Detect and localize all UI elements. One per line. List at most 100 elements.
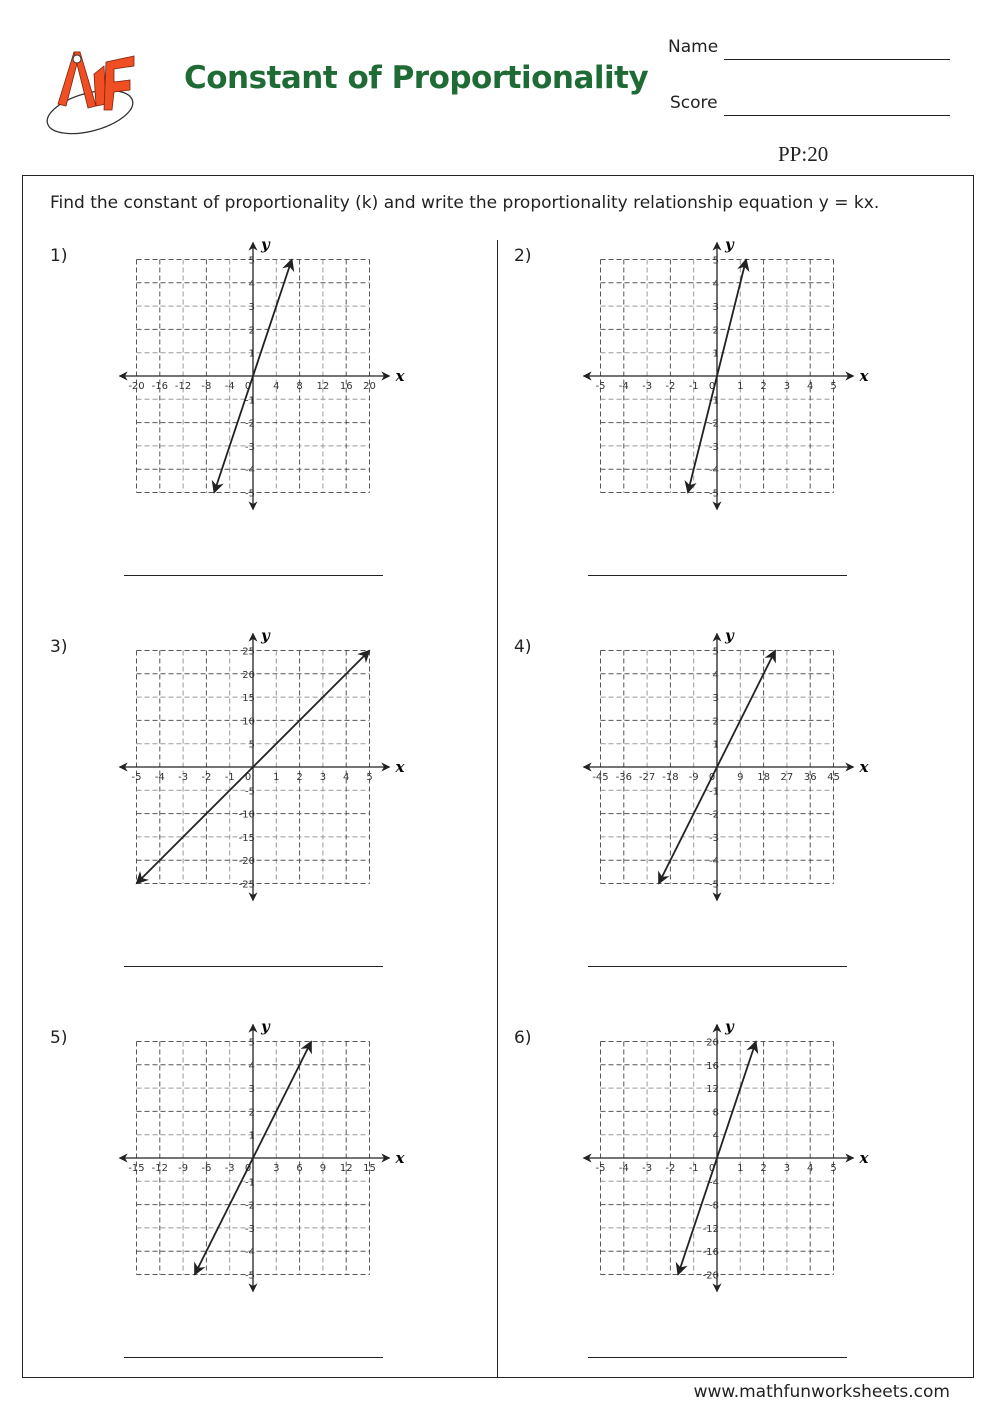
x-tick-label: -2 <box>665 381 675 392</box>
column-divider <box>497 240 498 1377</box>
y-tick-label: 12 <box>706 1084 719 1095</box>
x-tick-label: -16 <box>152 381 168 392</box>
x-tick-label: -27 <box>639 772 655 783</box>
x-tick-label: 1 <box>737 381 743 392</box>
x-tick-label: -1 <box>225 772 235 783</box>
problem-number: 4) <box>514 637 532 657</box>
y-tick-label: 5 <box>713 647 719 658</box>
x-tick-label: 2 <box>296 772 302 783</box>
x-tick-label: -12 <box>175 381 191 392</box>
y-axis-label: y <box>724 627 735 645</box>
y-tick-label: -5 <box>245 489 255 500</box>
y-tick-label: 20 <box>242 670 255 681</box>
x-tick-label: -15 <box>128 1163 144 1174</box>
y-tick-label: -3 <box>245 442 255 453</box>
y-tick-label: -3 <box>709 833 719 844</box>
x-axis-label: x <box>395 367 406 385</box>
proportional-line <box>193 1040 313 1276</box>
y-tick-label: -3 <box>245 1224 255 1235</box>
y-tick-label: 4 <box>713 279 719 290</box>
x-tick-label: -4 <box>619 1163 629 1174</box>
x-tick-label: -9 <box>178 1163 188 1174</box>
x-tick-label: -5 <box>596 381 606 392</box>
x-axis-label: x <box>859 367 870 385</box>
x-tick-label: 20 <box>363 381 376 392</box>
name-field[interactable] <box>724 59 950 60</box>
y-tick-label: 1 <box>249 349 255 360</box>
coordinate-graph: xy-5 -4 -3 -2 -1 0 1 2 3 4 5-25-20-15-10-551015202… <box>118 627 406 902</box>
x-tick-label: 2 <box>760 381 766 392</box>
answer-line[interactable] <box>588 1357 847 1358</box>
y-tick-label: -2 <box>709 810 719 821</box>
x-tick-label: -1 <box>689 381 699 392</box>
y-tick-label: -16 <box>703 1247 719 1258</box>
answer-line[interactable] <box>588 966 847 967</box>
x-tick-label: -4 <box>225 381 235 392</box>
y-tick-label: -8 <box>709 1201 719 1212</box>
y-tick-label: 15 <box>242 693 255 704</box>
x-axis-label: x <box>395 1149 406 1167</box>
proportional-line <box>684 258 750 494</box>
y-tick-label: -3 <box>709 442 719 453</box>
problem-number: 1) <box>50 246 68 266</box>
x-tick-label: -6 <box>201 1163 211 1174</box>
y-tick-label: -25 <box>239 880 255 891</box>
x-axis-label: x <box>859 1149 870 1167</box>
x-tick-label: -36 <box>616 772 632 783</box>
answer-line[interactable] <box>124 966 383 967</box>
x-tick-label: -4 <box>155 772 165 783</box>
y-tick-label: 1 <box>713 349 719 360</box>
problem-number: 3) <box>50 637 68 657</box>
x-axis-label: x <box>395 758 406 776</box>
y-tick-label: -4 <box>245 465 255 476</box>
y-tick-label: 20 <box>706 1038 719 1049</box>
y-axis-label: y <box>724 236 735 254</box>
coordinate-graph: xy-45-36-27-18-90918273645-5-4-3-2-11234… <box>582 627 870 902</box>
y-tick-label: 5 <box>249 740 255 751</box>
logo <box>46 51 135 135</box>
x-tick-label: -2 <box>201 772 211 783</box>
x-tick-label: -3 <box>178 772 188 783</box>
y-tick-label: 5 <box>249 1038 255 1049</box>
y-tick-label: 3 <box>713 302 719 313</box>
y-axis-label: y <box>724 1018 735 1036</box>
y-tick-label: -4 <box>245 1247 255 1258</box>
answer-line[interactable] <box>588 575 847 576</box>
y-tick-label: -5 <box>709 880 719 891</box>
x-tick-label: -8 <box>201 381 211 392</box>
x-tick-label: 36 <box>804 772 817 783</box>
x-tick-label: 3 <box>784 1163 790 1174</box>
y-tick-label: -5 <box>245 1271 255 1282</box>
y-tick-label: 8 <box>713 1107 719 1118</box>
y-tick-label: 2 <box>249 1107 255 1118</box>
score-field[interactable] <box>724 115 950 116</box>
x-tick-label: 2 <box>760 1163 766 1174</box>
y-tick-label: -1 <box>709 786 719 797</box>
y-tick-label: 3 <box>249 302 255 313</box>
y-tick-label: 25 <box>242 647 255 658</box>
y-tick-label: 2 <box>713 325 719 336</box>
y-tick-label: -2 <box>245 1201 255 1212</box>
worksheet-code: PP:20 <box>778 142 829 166</box>
answer-line[interactable] <box>124 1357 383 1358</box>
y-tick-label: -2 <box>709 419 719 430</box>
x-tick-label: -18 <box>662 772 678 783</box>
x-tick-label: 5 <box>830 381 836 392</box>
x-tick-label: 16 <box>340 381 353 392</box>
x-tick-label: 4 <box>343 772 349 783</box>
answer-line[interactable] <box>124 575 383 576</box>
x-tick-label: -5 <box>596 1163 606 1174</box>
x-tick-label: 6 <box>296 1163 302 1174</box>
footer-url[interactable]: www.mathfunworksheets.com <box>693 1382 950 1402</box>
y-tick-label: -20 <box>703 1271 719 1282</box>
proportional-line <box>675 1040 759 1276</box>
x-tick-label: 9 <box>737 772 743 783</box>
problem-number: 2) <box>514 246 532 266</box>
y-tick-label: 16 <box>706 1061 719 1072</box>
x-tick-label: 5 <box>366 772 372 783</box>
x-tick-label: 4 <box>807 381 813 392</box>
score-label: Score <box>670 93 718 113</box>
y-tick-label: 2 <box>713 716 719 727</box>
x-tick-label: -3 <box>225 1163 235 1174</box>
